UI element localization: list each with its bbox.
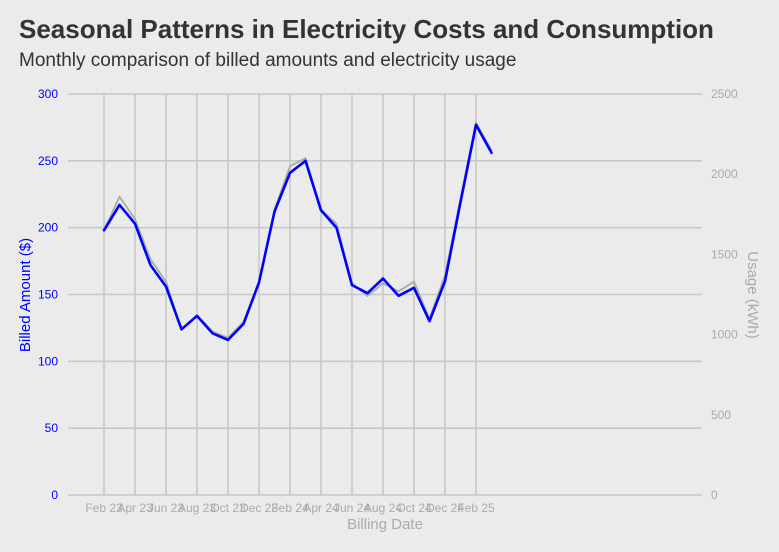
billed-amount-line — [102, 123, 493, 342]
x-tick-label: Oct 23 — [210, 501, 246, 515]
y-left-tick-label: 50 — [45, 421, 59, 435]
x-tick-label: Apr 24 — [303, 501, 339, 515]
x-tick-label: Feb 24 — [271, 501, 309, 515]
x-tick-label: Oct 24 — [396, 501, 432, 515]
y-right-tick-label: 500 — [711, 408, 731, 422]
y-right-tick-label: 2500 — [711, 87, 738, 101]
x-tick-label: Aug 24 — [364, 501, 402, 515]
x-tick-label: Feb 23 — [85, 501, 123, 515]
y-left-tick-label: 0 — [51, 488, 58, 502]
x-tick-label: Jun 24 — [334, 501, 370, 515]
x-tick-label: Feb 25 — [457, 501, 495, 515]
y-axis-left-label: Billed Amount ($) — [17, 238, 34, 352]
x-tick-label: Aug 23 — [178, 501, 216, 515]
y-axis-right-label: Usage (kWh) — [744, 251, 761, 339]
grid — [68, 93, 702, 496]
y-left-tick-label: 250 — [38, 154, 58, 168]
chart-subtitle: Monthly comparison of billed amounts and… — [19, 50, 516, 71]
y-right-tick-label: 1500 — [711, 247, 738, 261]
y-left-tick-label: 150 — [38, 288, 58, 302]
y-right-tick-label: 1000 — [711, 328, 738, 342]
x-axis-label: Billing Date — [347, 516, 423, 533]
left-axis-ticks: 0 50 100 150 200 250 300 — [38, 87, 58, 502]
y-right-tick-label: 0 — [711, 488, 718, 502]
y-left-tick-label: 300 — [38, 87, 58, 101]
x-tick-label: Dec 24 — [426, 501, 464, 515]
y-left-tick-label: 200 — [38, 221, 58, 235]
chart-title: Seasonal Patterns in Electricity Costs a… — [19, 14, 714, 44]
y-right-tick-label: 2000 — [711, 167, 738, 181]
x-tick-label: Apr 23 — [117, 501, 153, 515]
right-axis-ticks: 0 500 1000 1500 2000 2500 — [711, 87, 738, 502]
series-lines — [102, 122, 493, 342]
usage-line — [103, 122, 493, 339]
x-tick-label: Dec 23 — [240, 501, 278, 515]
y-left-tick-label: 100 — [38, 354, 58, 368]
x-tick-label: Jun 23 — [148, 501, 184, 515]
